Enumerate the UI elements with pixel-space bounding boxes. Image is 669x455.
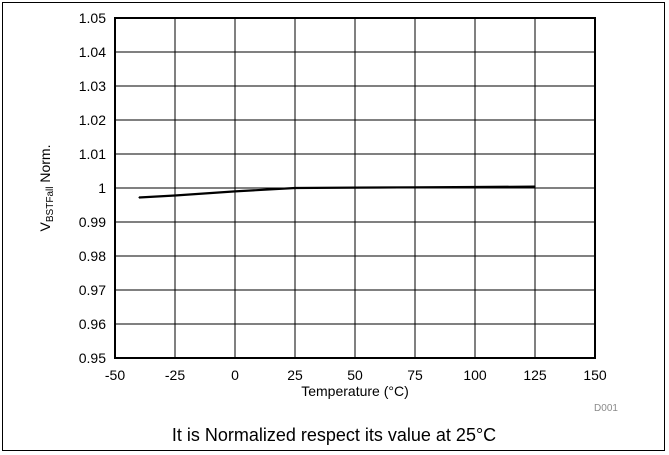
data-point bbox=[138, 196, 140, 199]
y-axis-label-suffix: Norm. bbox=[37, 145, 53, 187]
y-tick-label: 1 bbox=[98, 180, 106, 196]
y-tick-label: 0.99 bbox=[79, 214, 106, 230]
data-point bbox=[354, 187, 356, 189]
data-point bbox=[294, 187, 296, 189]
x-tick-label: 100 bbox=[463, 367, 487, 383]
data-point bbox=[234, 190, 236, 192]
y-tick-label: 0.98 bbox=[79, 248, 106, 264]
plot-area bbox=[114, 17, 596, 359]
chart-caption: It is Normalized respect its value at 25… bbox=[172, 425, 496, 445]
y-axis-ticks: 0.95 0.96 0.97 0.98 0.99 1 1.01 1.02 1.03 1.04 1.0… bbox=[79, 10, 106, 366]
y-tick-label: 1.01 bbox=[79, 146, 106, 162]
x-tick-label: 125 bbox=[523, 367, 547, 383]
y-tick-label: 1.03 bbox=[79, 78, 106, 94]
x-axis-ticks: -50 -25 0 25 50 75 100 125 150 bbox=[105, 367, 607, 383]
data-point bbox=[534, 186, 536, 188]
x-tick-label: 25 bbox=[287, 367, 303, 383]
x-tick-label: 50 bbox=[347, 367, 363, 383]
x-tick-label: 150 bbox=[583, 367, 607, 383]
y-tick-label: 0.97 bbox=[79, 282, 106, 298]
chart-frame bbox=[2, 2, 665, 451]
y-tick-label: 1.05 bbox=[79, 10, 106, 26]
x-tick-label: -50 bbox=[105, 367, 125, 383]
series-layer bbox=[138, 185, 536, 199]
x-axis-label: Temperature (°C) bbox=[301, 383, 409, 399]
y-axis-label-subscript: BSTFall bbox=[45, 187, 56, 223]
y-axis-label-main: V bbox=[37, 221, 53, 231]
data-point bbox=[414, 186, 416, 188]
data-point bbox=[174, 194, 176, 197]
x-tick-label: -25 bbox=[165, 367, 185, 383]
y-axis-label: VBSTFall Norm. bbox=[37, 145, 56, 232]
y-tick-label: 1.02 bbox=[79, 112, 106, 128]
y-tick-label: 0.95 bbox=[79, 350, 106, 366]
y-tick-label: 1.04 bbox=[79, 44, 106, 60]
x-tick-label: 0 bbox=[231, 367, 239, 383]
data-point bbox=[474, 186, 476, 188]
y-tick-label: 0.96 bbox=[79, 316, 106, 332]
x-tick-label: 75 bbox=[407, 367, 423, 383]
series-line bbox=[138, 185, 536, 199]
figure-code: D001 bbox=[594, 403, 618, 414]
